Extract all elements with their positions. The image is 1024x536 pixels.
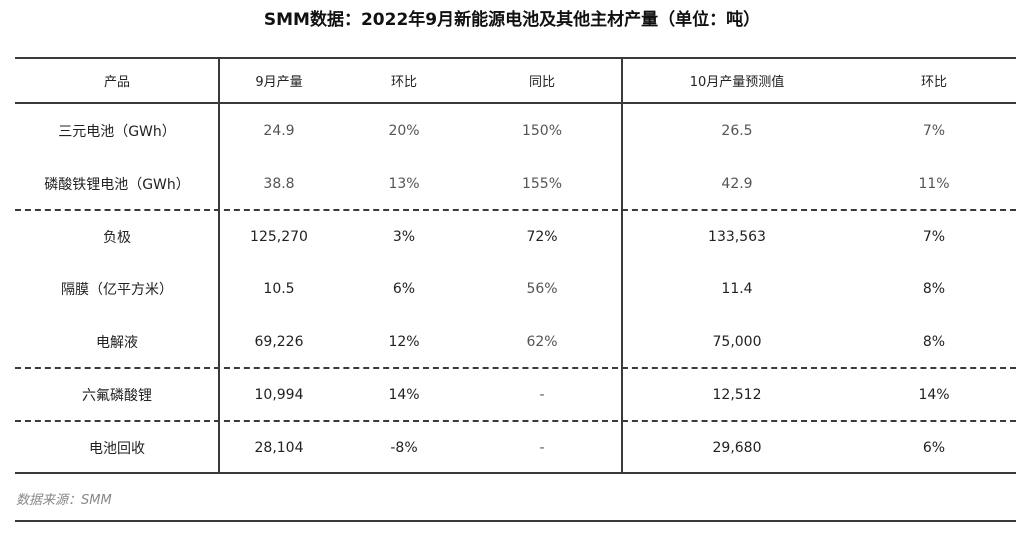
- table-row: 磷酸铁锂电池（GWh） 38.8 13% 155% 42.9 11%: [15, 158, 1016, 210]
- group-divider-1: [15, 209, 1016, 211]
- table-top-border: [15, 57, 1016, 59]
- cell-yoy: 155%: [521, 176, 563, 192]
- header-sep-output: 9月产量: [255, 75, 303, 90]
- cell-oct-forecast: 29,680: [712, 440, 762, 456]
- cell-sep-output: 38.8: [263, 176, 295, 192]
- footer-rule: [15, 520, 1016, 522]
- cell-sep-output: 28,104: [254, 440, 304, 456]
- cell-sep-output: 10,994: [254, 387, 304, 403]
- cell-sep-output: 24.9: [263, 123, 295, 139]
- column-divider-1: [218, 57, 220, 474]
- page-title: SMM数据：2022年9月新能源电池及其他主材产量（单位：吨）: [263, 10, 761, 30]
- cell-oct-mom: 8%: [922, 334, 946, 350]
- cell-yoy: 150%: [521, 123, 563, 139]
- cell-yoy: 72%: [526, 229, 558, 245]
- cell-mom: 13%: [388, 176, 420, 192]
- cell-oct-forecast: 12,512: [712, 387, 762, 403]
- table-row: 六氟磷酸锂 10,994 14% - 12,512 14%: [15, 369, 1016, 421]
- cell-oct-forecast: 26.5: [721, 123, 753, 139]
- header-oct-forecast: 10月产量预测值: [689, 75, 785, 90]
- header-bottom-border: [15, 102, 1016, 104]
- cell-oct-forecast: 11.4: [721, 281, 753, 297]
- cell-oct-mom: 8%: [922, 281, 946, 297]
- cell-product: 三元电池（GWh）: [58, 124, 176, 140]
- data-source-note: 数据来源：SMM: [16, 493, 112, 508]
- table-row: 隔膜（亿平方米） 10.5 6% 56% 11.4 8%: [15, 263, 1016, 315]
- cell-yoy: -: [539, 387, 545, 403]
- table-bottom-border: [15, 472, 1016, 474]
- cell-mom: 6%: [392, 281, 416, 297]
- cell-product: 电解液: [96, 335, 138, 351]
- group-divider-3: [15, 420, 1016, 422]
- cell-product: 磷酸铁锂电池（GWh）: [44, 177, 190, 193]
- cell-oct-forecast: 42.9: [721, 176, 753, 192]
- cell-mom: -8%: [390, 440, 418, 456]
- table-row: 电池回收 28,104 -8% - 29,680 6%: [15, 422, 1016, 474]
- header-yoy: 同比: [528, 75, 555, 90]
- table-row: 三元电池（GWh） 24.9 20% 150% 26.5 7%: [15, 105, 1016, 157]
- cell-oct-mom: 6%: [922, 440, 946, 456]
- cell-product: 负极: [103, 230, 131, 246]
- header-mom: 环比: [390, 75, 417, 90]
- cell-oct-mom: 7%: [922, 229, 946, 245]
- table-row: 电解液 69,226 12% 62% 75,000 8%: [15, 316, 1016, 368]
- header-product: 产品: [103, 75, 130, 90]
- cell-sep-output: 69,226: [254, 334, 304, 350]
- cell-oct-mom: 7%: [922, 123, 946, 139]
- cell-sep-output: 10.5: [263, 281, 295, 297]
- cell-sep-output: 125,270: [250, 229, 308, 245]
- cell-yoy: 62%: [526, 334, 558, 350]
- column-divider-2: [621, 57, 623, 474]
- group-divider-2: [15, 367, 1016, 369]
- cell-oct-mom: 14%: [918, 387, 950, 403]
- cell-mom: 20%: [388, 123, 420, 139]
- cell-product: 隔膜（亿平方米）: [61, 282, 173, 298]
- cell-product: 电池回收: [89, 441, 145, 457]
- cell-mom: 14%: [388, 387, 420, 403]
- cell-yoy: 56%: [526, 281, 558, 297]
- header-oct-mom: 环比: [920, 75, 947, 90]
- cell-yoy: -: [539, 440, 545, 456]
- cell-oct-forecast: 133,563: [708, 229, 766, 245]
- cell-oct-forecast: 75,000: [712, 334, 762, 350]
- cell-mom: 3%: [392, 229, 416, 245]
- cell-product: 六氟磷酸锂: [82, 388, 152, 404]
- cell-oct-mom: 11%: [918, 176, 950, 192]
- table-row: 负极 125,270 3% 72% 133,563 7%: [15, 211, 1016, 263]
- cell-mom: 12%: [388, 334, 420, 350]
- table-header-row: 产品 9月产量 环比 同比 10月产量预测值 环比: [15, 58, 1016, 103]
